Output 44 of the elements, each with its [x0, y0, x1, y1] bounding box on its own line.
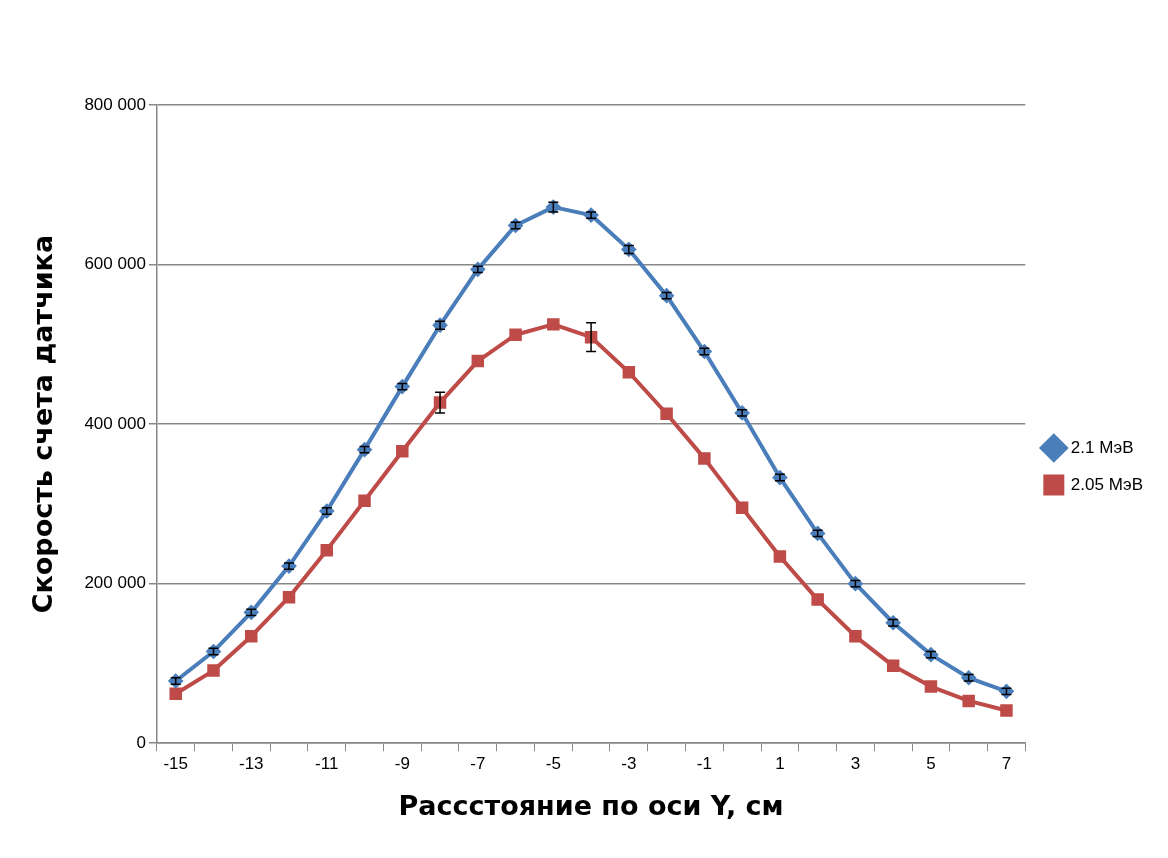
point	[962, 694, 975, 708]
point	[811, 593, 824, 606]
point	[924, 680, 938, 693]
x-tick-label: -5	[545, 754, 561, 774]
point	[207, 664, 220, 677]
y-tick-label: 400 000	[84, 413, 146, 433]
x-tick-label: 3	[850, 754, 861, 774]
point	[849, 630, 862, 643]
x-tick-label: 1	[775, 754, 785, 774]
x-axis-title: Рассстояние по оси Y, см	[398, 789, 784, 821]
legend-label: 2.1 МэВ	[1070, 437, 1134, 457]
point	[169, 687, 182, 700]
point	[396, 444, 409, 458]
point	[735, 501, 749, 515]
point	[1000, 704, 1013, 717]
y-axis-title: Скорость счета датчика	[27, 234, 59, 614]
y-tick-label: 600 000	[84, 254, 146, 274]
y-tick-label: 0	[136, 732, 146, 752]
point	[622, 366, 636, 379]
x-tick-label: -13	[238, 754, 264, 774]
legend-label: 2.05 МэВ	[1070, 474, 1144, 494]
point	[319, 504, 334, 519]
point	[320, 543, 334, 557]
y-tick-label: 200 000	[84, 573, 146, 593]
point	[471, 354, 485, 368]
x-tick-label: -11	[315, 754, 339, 774]
x-tick-label: -1	[696, 754, 712, 774]
point	[547, 318, 560, 331]
point	[282, 590, 296, 604]
point	[358, 494, 371, 507]
point	[698, 452, 711, 465]
y-tick-label: 800 000	[84, 94, 146, 114]
x-tick-label: -15	[163, 754, 189, 774]
point	[509, 328, 522, 341]
x-tick-label: 5	[926, 754, 936, 774]
x-tick-label: -7	[470, 754, 486, 774]
point	[773, 550, 787, 563]
point	[245, 630, 258, 643]
x-tick-label: 7	[1001, 754, 1012, 774]
point	[660, 407, 673, 420]
point	[886, 659, 900, 673]
x-tick-label: -3	[621, 754, 637, 774]
point	[168, 673, 183, 688]
x-tick-label: -9	[394, 754, 410, 774]
